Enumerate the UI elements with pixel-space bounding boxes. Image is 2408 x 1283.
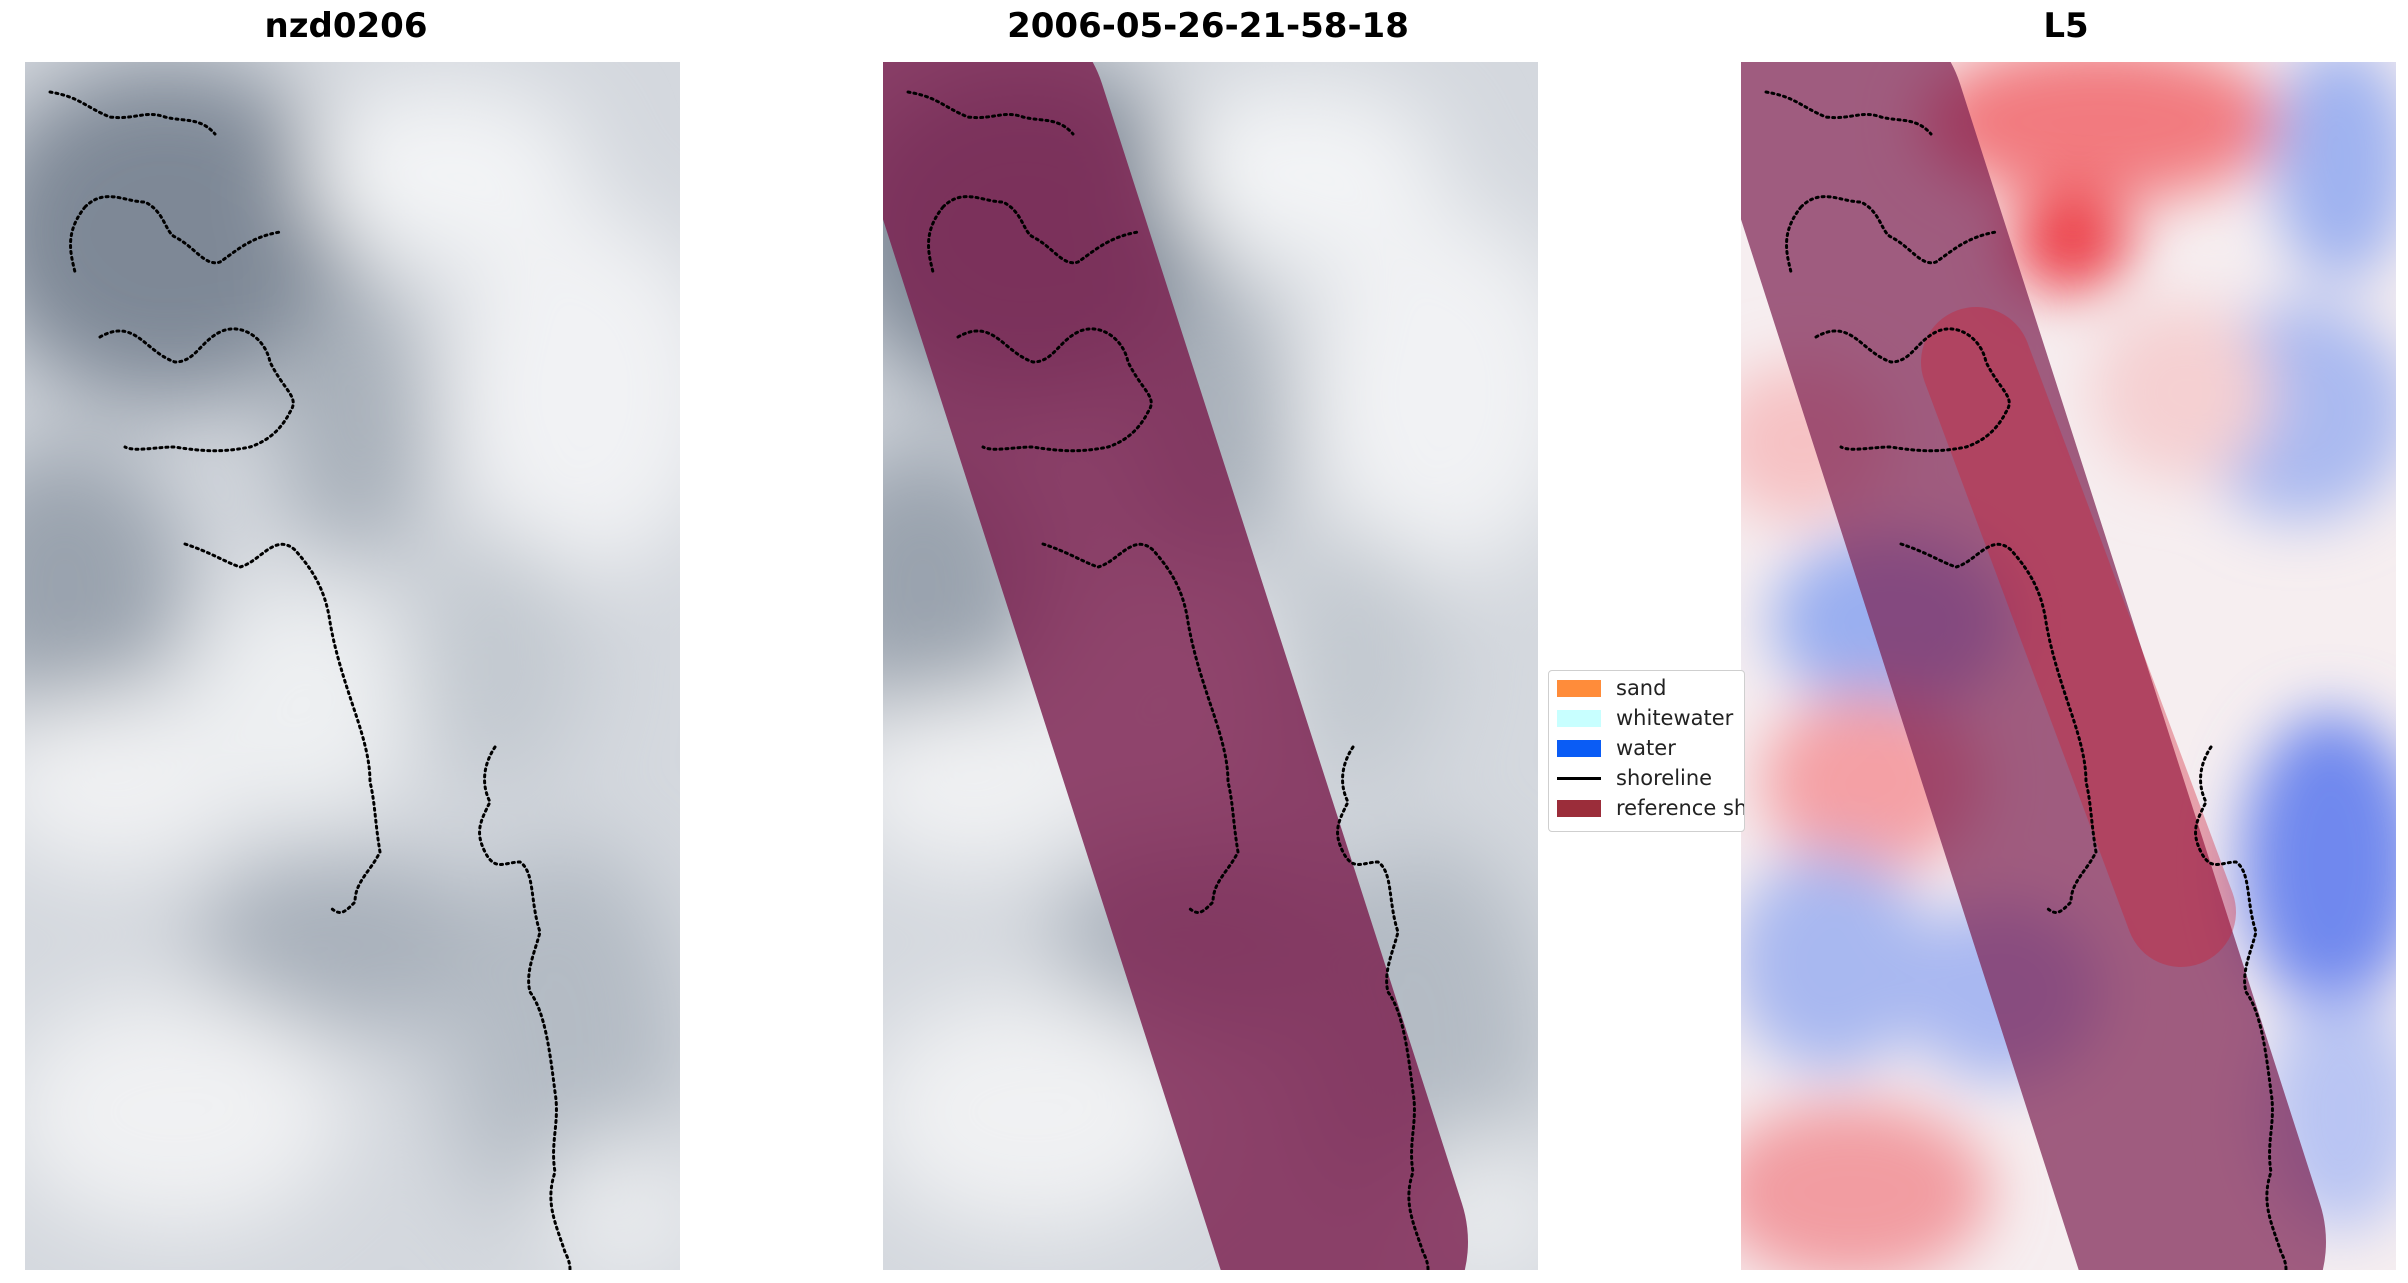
legend-label: water: [1616, 736, 1676, 760]
reference-shoreline-buffer: [1741, 62, 2326, 1270]
image-panel-3: [1741, 62, 2396, 1270]
legend-label: whitewater: [1616, 706, 1734, 730]
image-panel-1: [25, 62, 680, 1270]
legend: sand whitewater water shoreline referenc…: [1548, 670, 1745, 832]
shoreline-line-swatch: [1557, 776, 1601, 780]
legend-label: shoreline: [1616, 766, 1713, 790]
legend-item-whitewater: whitewater: [1557, 705, 1733, 731]
legend-item-reference-shoreline: reference sh: [1557, 795, 1745, 821]
image-panel-2: [883, 62, 1538, 1270]
reference-shoreline-buffer: [883, 62, 1468, 1270]
legend-item-shoreline: shoreline: [1557, 765, 1712, 791]
panel-title-1: nzd0206: [264, 6, 428, 46]
panel-title-2: 2006-05-26-21-58-18: [1007, 6, 1409, 46]
legend-item-water: water: [1557, 735, 1676, 761]
grayscale-image: [25, 62, 680, 1270]
legend-label: reference sh: [1616, 796, 1745, 820]
legend-item-sand: sand: [1557, 675, 1666, 701]
panel-title-3: L5: [2043, 6, 2089, 46]
whitewater-swatch: [1557, 709, 1601, 727]
reference-shoreline-swatch: [1557, 799, 1601, 817]
grayscale-image-with-reference-overlay: [883, 62, 1538, 1270]
legend-label: sand: [1616, 676, 1667, 700]
diverging-image-with-reference-overlay: [1741, 62, 2396, 1270]
sand-swatch: [1557, 679, 1601, 697]
water-swatch: [1557, 739, 1601, 757]
